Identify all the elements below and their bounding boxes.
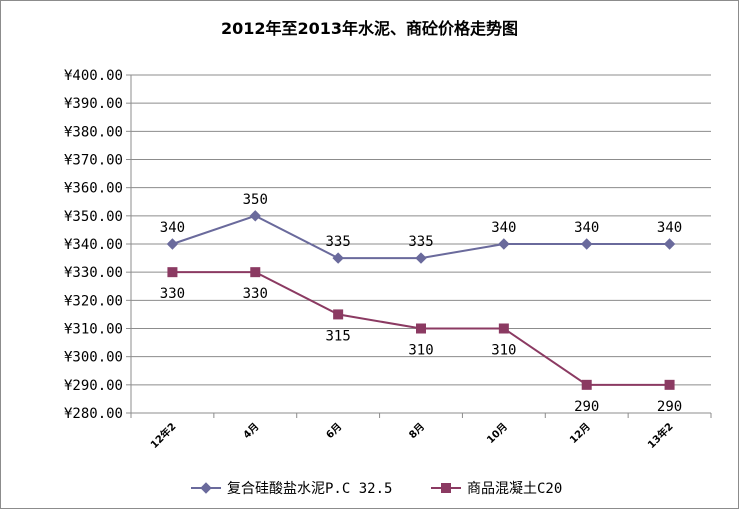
data-label: 340 xyxy=(491,220,516,236)
data-point xyxy=(415,252,427,264)
x-tick-label: 6月 xyxy=(324,421,344,441)
data-point xyxy=(166,238,179,250)
x-tick-label: 13年2 xyxy=(645,420,676,451)
data-label: 330 xyxy=(160,286,185,302)
data-point xyxy=(664,379,675,390)
data-label: 290 xyxy=(574,399,599,415)
x-tick-label: 8月 xyxy=(407,421,427,441)
y-tick-label: ¥380.00 xyxy=(64,124,123,140)
data-label: 335 xyxy=(325,234,350,250)
data-label: 350 xyxy=(243,192,268,208)
y-tick-label: ¥340.00 xyxy=(64,237,123,253)
legend-label: 商品混凝土C20 xyxy=(467,481,562,497)
y-tick-label: ¥330.00 xyxy=(64,265,123,281)
legend-marker xyxy=(200,482,212,494)
data-point xyxy=(581,238,593,250)
data-label: 315 xyxy=(325,328,350,344)
data-point xyxy=(332,252,344,264)
data-point xyxy=(250,267,261,278)
data-label: 310 xyxy=(408,343,433,359)
data-point xyxy=(581,379,592,390)
legend-label: 复合硅酸盐水泥P.C 32.5 xyxy=(227,480,392,497)
data-label: 340 xyxy=(657,220,682,236)
data-label: 335 xyxy=(408,234,433,250)
data-point xyxy=(416,323,426,334)
x-tick-label: 10月 xyxy=(485,421,510,446)
y-tick-label: ¥280.00 xyxy=(64,406,123,422)
data-point xyxy=(167,267,178,278)
y-tick-label: ¥390.00 xyxy=(64,96,123,112)
y-tick-label: ¥320.00 xyxy=(64,293,123,309)
y-tick-label: ¥360.00 xyxy=(64,181,123,197)
data-point xyxy=(498,238,510,250)
data-point xyxy=(249,210,261,222)
data-point xyxy=(333,309,344,320)
data-label: 330 xyxy=(243,286,268,302)
data-label: 340 xyxy=(160,220,185,236)
y-tick-label: ¥300.00 xyxy=(64,350,123,366)
y-tick-label: ¥370.00 xyxy=(64,153,123,169)
data-label: 340 xyxy=(574,220,599,236)
y-tick-label: ¥400.00 xyxy=(64,68,123,84)
x-tick-label: 4月 xyxy=(241,421,261,441)
y-tick-label: ¥310.00 xyxy=(64,322,123,338)
data-label: 310 xyxy=(491,343,516,359)
legend-marker xyxy=(441,483,451,493)
x-tick-label: 12年2 xyxy=(148,420,179,451)
y-tick-label: ¥350.00 xyxy=(64,209,123,225)
x-tick-label: 12月 xyxy=(567,421,592,446)
chart-title: 2012年至2013年水泥、商砼价格走势图 xyxy=(220,19,519,38)
data-point xyxy=(663,238,676,250)
data-label: 290 xyxy=(657,399,682,415)
y-tick-label: ¥290.00 xyxy=(64,378,123,394)
data-point xyxy=(498,323,509,334)
